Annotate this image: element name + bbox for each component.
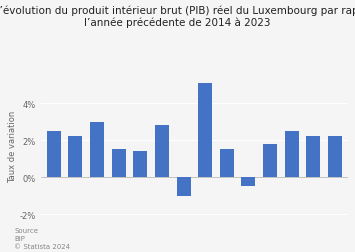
Bar	[133, 152, 147, 177]
Y-axis label: Taux de variation: Taux de variation	[8, 110, 17, 182]
Bar	[328, 137, 342, 177]
Bar	[90, 122, 104, 177]
Text: Taux d’évolution du produit intérieur brut (PIB) réel du Luxembourg par rapport : Taux d’évolution du produit intérieur br…	[0, 5, 355, 28]
Bar	[306, 137, 320, 177]
Bar	[47, 131, 61, 177]
Bar	[198, 83, 212, 177]
Text: Source
BIP
© Statista 2024: Source BIP © Statista 2024	[14, 228, 70, 249]
Bar	[155, 126, 169, 177]
Bar	[111, 150, 126, 177]
Bar	[285, 131, 299, 177]
Bar	[69, 137, 82, 177]
Bar	[263, 144, 277, 177]
Bar	[220, 150, 234, 177]
Bar	[176, 177, 191, 196]
Bar	[241, 177, 256, 187]
